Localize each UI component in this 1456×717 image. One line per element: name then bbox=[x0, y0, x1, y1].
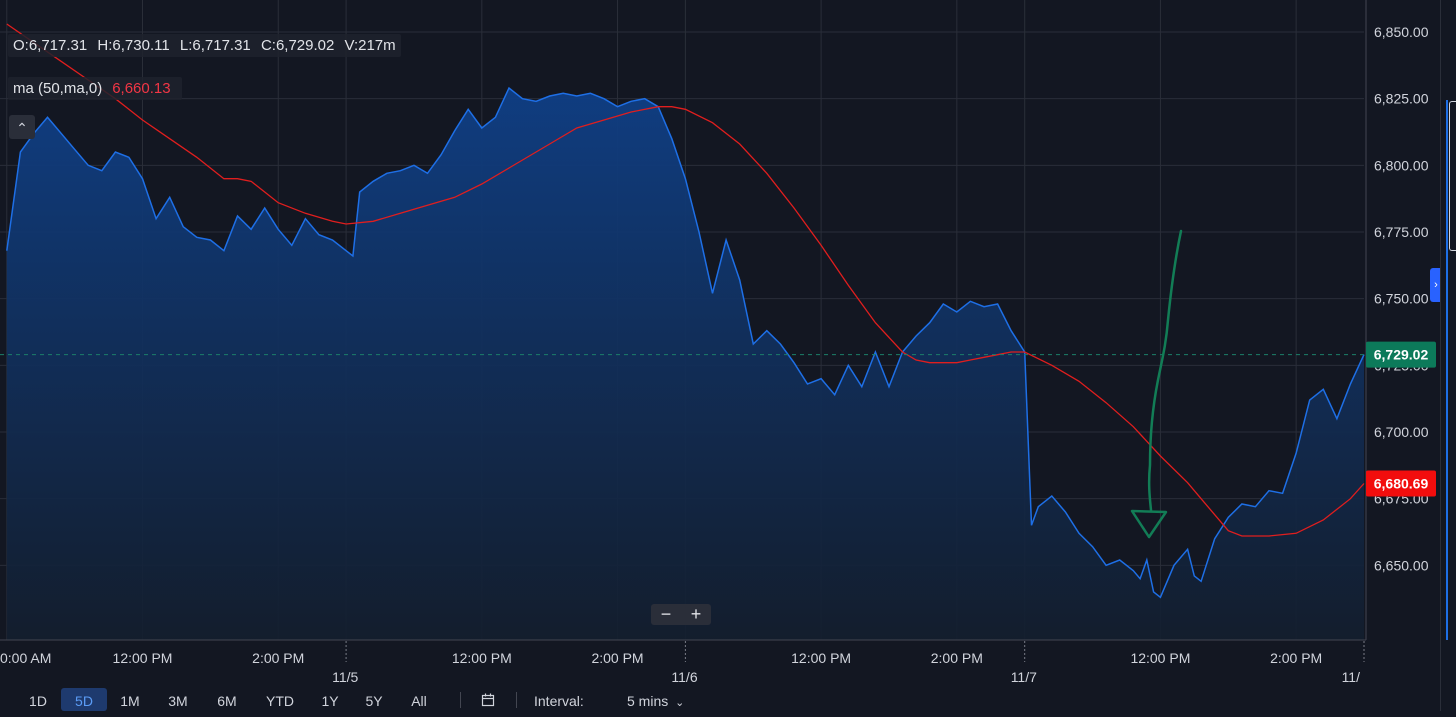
range-button-5d[interactable]: 5D bbox=[61, 688, 107, 711]
range-button-3m[interactable]: 3M bbox=[168, 693, 188, 709]
side-panel-scrollbar[interactable] bbox=[1446, 100, 1448, 640]
minus-icon[interactable]: − bbox=[660, 604, 672, 624]
interval-value: 5 mins bbox=[627, 693, 669, 709]
ohlc-close: C:6,729.02 bbox=[260, 37, 335, 54]
price-series-line bbox=[6, 86, 1365, 599]
ohlc-volume: V:217m bbox=[344, 37, 396, 54]
time-axis-label: 2:00 PM bbox=[931, 650, 983, 666]
chevron-up-icon[interactable]: ⌃ bbox=[9, 115, 35, 139]
time-axis-day-label: 11/5 bbox=[332, 669, 358, 685]
price-tick-label: 6,850.00 bbox=[1374, 24, 1429, 40]
toolbar-divider bbox=[460, 692, 461, 708]
ohlc-legend: O:6,717.31 H:6,730.11 L:6,717.31 C:6,729… bbox=[8, 34, 401, 57]
last-price-tag: 6,729.02 bbox=[1374, 347, 1429, 363]
time-axis-day-label: 11/6 bbox=[671, 669, 697, 685]
hand-drawn-down-arrow bbox=[1130, 229, 1183, 539]
range-button-5y[interactable]: 5Y bbox=[365, 693, 383, 709]
time-axis-label: 2:00 PM bbox=[252, 650, 304, 666]
time-axis-label: 12:00 PM bbox=[113, 650, 173, 666]
time-axis-label: 2:00 PM bbox=[591, 650, 643, 666]
price-tick-label: 6,700.00 bbox=[1374, 424, 1429, 440]
side-panel bbox=[1440, 0, 1456, 711]
toolbar-divider bbox=[516, 692, 517, 708]
time-axis-label: 12:00 PM bbox=[452, 650, 512, 666]
calendar-icon[interactable] bbox=[476, 688, 500, 711]
range-button-1m[interactable]: 1M bbox=[120, 693, 140, 709]
ma-price-tag: 6,680.69 bbox=[1374, 475, 1429, 491]
indicator-name: ma (50,ma,0) bbox=[13, 80, 103, 97]
chevron-right-icon[interactable]: › bbox=[1430, 268, 1442, 302]
indicator-value: 6,660.13 bbox=[112, 80, 171, 97]
price-area-fill bbox=[6, 88, 1364, 640]
last-price-tag-background bbox=[1366, 341, 1436, 368]
ohlc-low: L:6,717.31 bbox=[179, 37, 251, 54]
range-button-all[interactable]: All bbox=[411, 693, 427, 709]
ohlc-high: H:6,730.11 bbox=[97, 37, 170, 54]
time-axis-label: 2:00 PM bbox=[1270, 650, 1322, 666]
time-axis-day-label: 11/7 bbox=[1011, 669, 1037, 685]
range-button-6m[interactable]: 6M bbox=[217, 693, 237, 709]
range-button-1d[interactable]: 1D bbox=[29, 693, 47, 709]
time-axis-label: 12:00 PM bbox=[791, 650, 851, 666]
side-panel-box bbox=[1449, 101, 1456, 251]
ma-price-tag-background bbox=[1366, 470, 1436, 497]
price-tick-label: 6,650.00 bbox=[1374, 557, 1429, 573]
plus-icon[interactable]: + bbox=[690, 604, 702, 624]
price-tick-label: 6,825.00 bbox=[1374, 91, 1429, 107]
price-axis-background bbox=[1366, 0, 1440, 640]
time-axis-label: 12:00 PM bbox=[1130, 650, 1190, 666]
chevron-down-icon: ⌄ bbox=[675, 697, 685, 709]
price-tick-label: 6,750.00 bbox=[1374, 291, 1429, 307]
moving-average-line bbox=[6, 23, 1365, 537]
price-tick-label: 6,775.00 bbox=[1374, 224, 1429, 240]
range-toolbar: 1D 5D 1M 3M 6M YTD 1Y 5Y All Interval: 5… bbox=[0, 688, 1440, 711]
interval-select[interactable]: 5 mins ⌄ bbox=[627, 688, 703, 711]
range-button-ytd[interactable]: YTD bbox=[266, 693, 294, 709]
interval-label: Interval: bbox=[534, 693, 584, 709]
zoom-controls: − + bbox=[651, 604, 711, 625]
time-axis-label: 0:00 AM bbox=[0, 650, 51, 666]
price-tick-label: 6,800.00 bbox=[1374, 157, 1429, 173]
time-axis: 0:00 AM 12:00 PM 2:00 PM 11/5 12:00 PM 2:00 P… bbox=[0, 641, 1365, 685]
ohlc-open: O:6,717.31 bbox=[13, 37, 88, 54]
range-button-1y[interactable]: 1Y bbox=[321, 693, 339, 709]
price-tags: 6,729.02 6,680.69 bbox=[1366, 341, 1436, 497]
indicator-legend[interactable]: ma (50,ma,0) 6,660.13 bbox=[8, 77, 182, 100]
time-axis-day-label: 11/ bbox=[1342, 669, 1361, 685]
